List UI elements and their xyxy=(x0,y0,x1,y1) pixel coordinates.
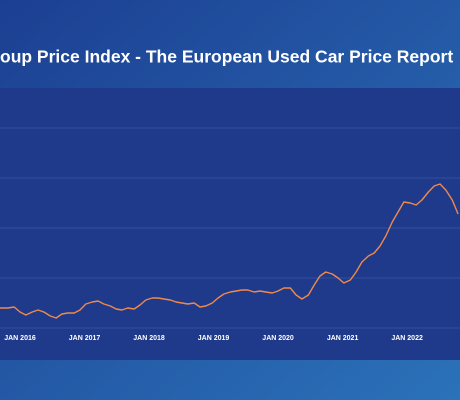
plot-panel xyxy=(0,88,460,360)
x-tick-label: JAN 2021 xyxy=(327,335,359,342)
x-tick-label: JAN 2016 xyxy=(4,335,36,342)
x-tick-label: JAN 2020 xyxy=(262,335,294,342)
x-tick-label: JAN 2019 xyxy=(198,335,230,342)
price-index-line xyxy=(0,183,459,319)
x-tick-label: JAN 2022 xyxy=(391,335,423,342)
plot-area: JAN 2016 JAN 2017 JAN 2018 JAN 2019 JAN 2020… xyxy=(0,127,460,342)
x-tick-label: JAN 2018 xyxy=(133,335,165,342)
chart-title: oup Price Index - The European Used Car … xyxy=(0,47,453,67)
x-tick-label: JAN 2017 xyxy=(69,335,101,342)
